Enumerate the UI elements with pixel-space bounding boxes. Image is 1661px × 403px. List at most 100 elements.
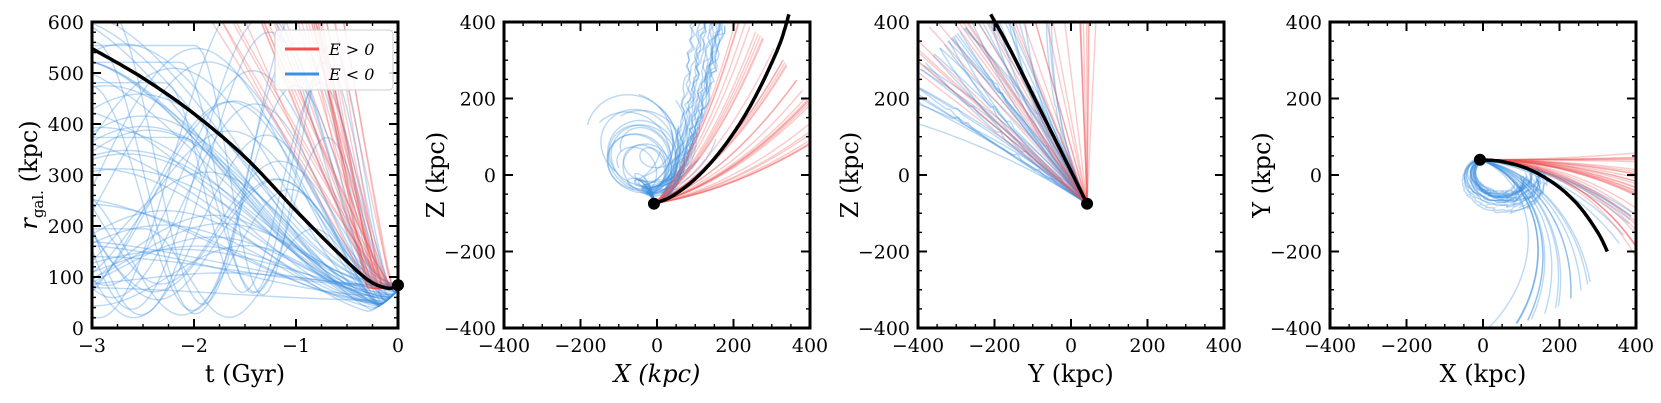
bound-orbit-track [920,68,1088,205]
unbound-orbit-track [285,22,398,289]
bound-orbit-track [92,41,398,315]
reference-orbit [91,46,399,291]
bound-orbit-track [1479,159,1582,291]
panel-x-z: −400 −200 0 200 400 −400 −200 0 200 400 X (kpc) Z… [422,12,828,388]
unbound-orbit-track [965,22,1088,205]
bound-orbit-track [92,248,398,290]
unbound-orbit-track [1479,159,1636,182]
unbound-orbit-track [314,22,398,289]
bound-orbit-track [92,236,398,300]
unbound-orbit-track [1479,159,1636,171]
bound-orbit-track [92,93,398,286]
bound-orbit-track [918,95,1088,205]
bound-orbit-track [954,34,1088,205]
bound-orbit-track [586,93,679,204]
bound-orbit-track [92,171,398,306]
bound-orbit-track [92,228,398,319]
bound-orbit-track [92,198,398,303]
x-tick-label: −1 [282,335,310,357]
bound-orbit-track [989,22,1088,205]
unbound-orbit-track [317,22,398,289]
bound-orbit-track [92,111,398,305]
unbound-orbit-track [977,22,1088,205]
bound-orbit-track [637,138,717,204]
y-tick-label: 200 [48,216,84,238]
unbound-orbit-track [1479,159,1636,192]
y-tick-label: 400 [48,114,84,136]
unbound-orbit-track [325,22,398,289]
x-axis-label: Y (kpc) [1027,360,1114,388]
bound-orbit-track [639,127,691,204]
current-position-marker [647,197,660,210]
bound-orbit-track [600,108,677,204]
bound-orbit-track [976,22,1088,205]
bound-orbit-track [933,53,1088,205]
bound-orbit-track [946,40,1088,205]
bound-orbit-track [939,47,1088,205]
bound-orbit-track [92,31,398,316]
unbound-orbit-track [653,130,810,205]
bound-orbit-track [918,93,1088,205]
unbound-orbit-track [985,22,1088,205]
bound-orbit-track [92,73,398,287]
unbound-orbit-track [918,51,1088,205]
bound-orbit-track [653,22,707,205]
unbound-orbit-track [1086,22,1090,204]
unbound-orbit-track [1479,159,1636,217]
y-tick-label: −200 [858,242,910,264]
unbound-orbit-track [653,22,740,205]
bound-orbit-track [92,103,398,299]
unbound-orbit-track [653,141,810,205]
bound-orbit-track [92,143,398,295]
panel-x-y: −400 −200 0 200 400 −400 −200 0 200 400 X (kpc) Y… [1248,12,1654,388]
bound-orbit-track [92,167,398,306]
axis-ticks: −3 −2 −1 0 0 100 200 300 400 500 600 [48,12,404,357]
unbound-orbit-track [653,102,810,205]
y-tick-label: 400 [460,12,496,34]
bound-orbit-track [1479,159,1529,328]
y-tick-label: −200 [444,242,496,264]
y-axis-label: rgal. (kpc) [15,120,47,229]
bound-orbit-track [981,22,1088,205]
unbound-orbit-track [310,22,398,289]
unbound-orbit-track [918,48,1088,205]
current-position-marker [1081,197,1094,210]
bound-orbit-track [92,61,398,294]
axis-ticks: −400 −200 0 200 400 −400 −200 0 200 400 [858,12,1242,357]
unbound-orbit-track [1479,159,1636,173]
bound-orbit-track [92,244,398,307]
unbound-orbit-track [1479,159,1636,175]
bound-orbit-track [92,22,398,319]
unbound-orbit-track [1479,158,1636,161]
bound-orbit-track [119,22,398,306]
bound-orbit-track [925,62,1088,205]
bound-orbit-track [92,149,398,293]
bound-orbit-track [616,146,658,204]
bound-orbit-track [620,109,686,204]
bound-orbit-track [1479,159,1540,324]
bound-orbit-track [92,178,398,293]
bound-orbit-track [653,22,702,205]
y-axis-label-sub: gal. [29,190,47,218]
bound-orbit-track [92,160,398,285]
unbound-orbit-track [1479,152,1636,161]
unbound-orbit-track [918,60,1088,205]
bound-orbit-track [1479,159,1589,285]
bound-orbit-track [943,43,1088,205]
bound-orbit-track [92,60,398,298]
unbound-orbit-track [1079,22,1088,204]
unbound-orbit-track [1011,22,1088,204]
bound-orbit-track [634,159,698,204]
bound-orbit-track [1479,159,1572,299]
axis-ticks: −400 −200 0 200 400 −400 −200 0 200 400 [1270,12,1654,357]
panel-rgal-vs-time: −3 −2 −1 0 0 100 200 300 400 500 600 E > 0 E < 0 t… [15,12,404,388]
bound-orbit-track [92,61,398,285]
y-tick-label: 500 [48,63,84,85]
unbound-orbit-track [1479,159,1636,232]
x-tick-label: −200 [1380,335,1432,357]
bound-orbit-track [653,22,707,205]
bound-orbit-track [92,214,398,303]
unbound-orbit-track [210,22,398,289]
bound-orbit-track [1479,159,1539,325]
unbound-orbit-track [967,22,1088,205]
